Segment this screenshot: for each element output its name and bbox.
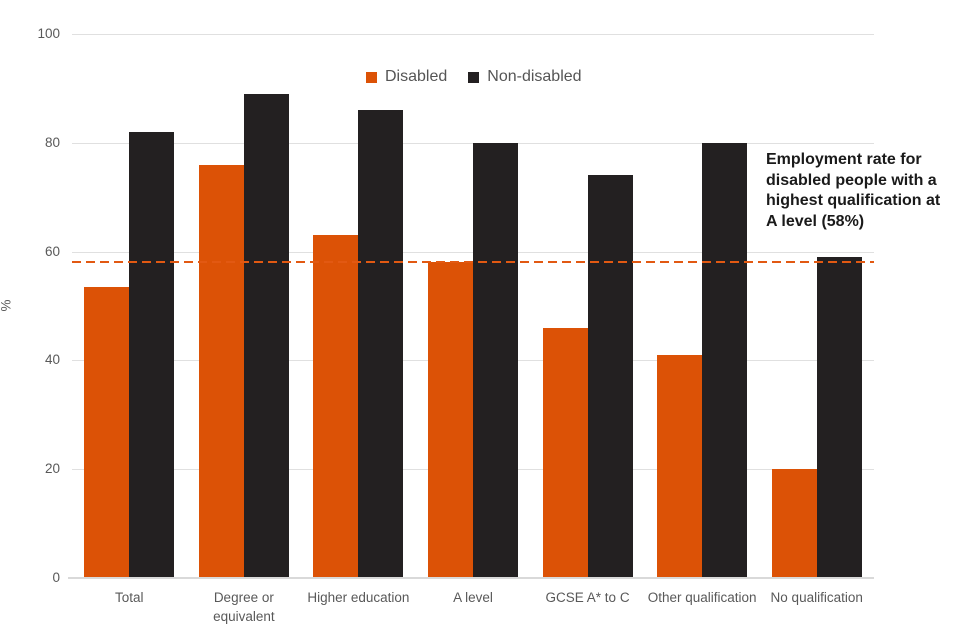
y-tick-label-20: 20 <box>44 461 60 477</box>
bar-disabled-total <box>84 286 130 578</box>
x-tick-label-higher-education: Higher education <box>307 590 410 605</box>
legend-label-non-disabled: Non-disabled <box>487 68 582 85</box>
chart-legend: Disabled Non-disabled <box>366 68 582 86</box>
y-tick-label-40: 40 <box>44 352 60 368</box>
bar-disabled-gcse-a-to-c <box>542 327 588 578</box>
legend-label-disabled: Disabled <box>385 68 448 85</box>
x-tick-label-other-qualification: Other qualification <box>647 590 757 605</box>
legend-item-non-disabled: Non-disabled <box>468 68 582 86</box>
x-tick-label-degree-or-equivalent: Degree or equivalent <box>213 590 275 624</box>
legend-item-disabled: Disabled <box>366 68 447 86</box>
bar-disabled-degree-or-equivalent <box>198 164 244 578</box>
disabled-swatch-icon <box>366 71 377 83</box>
x-tick-label-gcse-a-to-c: GCSE A* to C <box>545 590 630 605</box>
bar-non-disabled-no-qualification <box>816 257 862 578</box>
bar-disabled-higher-education <box>313 235 359 578</box>
bar-non-disabled-total <box>129 131 175 578</box>
x-tick-label-no-qualification: No qualification <box>770 590 863 605</box>
x-tick-label-a-level: A level <box>453 590 493 605</box>
y-tick-label-80: 80 <box>44 134 60 150</box>
y-tick-label-60: 60 <box>44 243 60 259</box>
bar-non-disabled-higher-education <box>358 110 404 578</box>
x-tick-label-total: Total <box>115 590 144 605</box>
reference-line-annotation: Employment rate for disabled people with… <box>766 150 940 232</box>
y-tick-label-100: 100 <box>37 26 60 41</box>
annotation-line: highest qualification at <box>766 192 941 209</box>
plot-area <box>68 34 874 579</box>
bar-non-disabled-a-level <box>473 142 518 578</box>
x-axis-line <box>68 577 874 579</box>
annotation-line: A level (58%) <box>766 212 865 230</box>
bar-disabled-no-qualification <box>771 469 817 578</box>
y-axis-title: % <box>0 299 14 312</box>
annotation-line: disabled people with a <box>766 171 937 189</box>
annotation-line: Employment rate for <box>766 151 922 168</box>
reference-dashed-line <box>72 261 874 264</box>
bar-disabled-other-qualification <box>657 354 703 578</box>
y-tick-label-0: 0 <box>52 570 60 585</box>
bar-disabled-a-level <box>428 262 473 578</box>
bar-non-disabled-other-qualification <box>702 142 748 578</box>
gridline-100 <box>72 34 874 35</box>
non-disabled-swatch-icon <box>468 71 480 83</box>
bar-non-disabled-gcse-a-to-c <box>587 175 633 578</box>
bar-non-disabled-degree-or-equivalent <box>243 93 289 578</box>
